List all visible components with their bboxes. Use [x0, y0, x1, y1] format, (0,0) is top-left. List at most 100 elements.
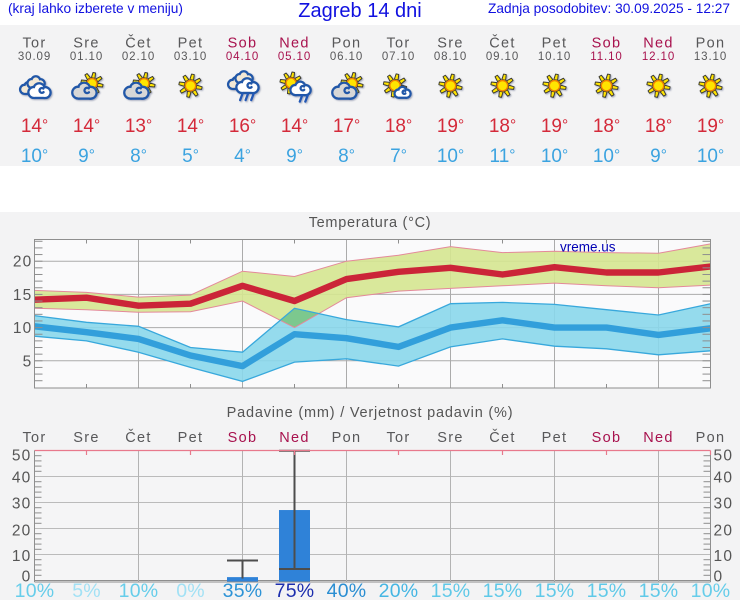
svg-text:7°: 7°	[390, 146, 407, 167]
svg-text:10°: 10°	[437, 146, 464, 167]
svg-text:Sob: Sob	[228, 36, 258, 52]
svg-text:04.10: 04.10	[226, 51, 259, 63]
svg-text:05.10: 05.10	[278, 51, 311, 63]
svg-text:30: 30	[12, 496, 32, 513]
svg-text:Pet: Pet	[542, 430, 568, 446]
svg-text:20: 20	[714, 523, 734, 540]
svg-text:Zagreb 14 dni: Zagreb 14 dni	[298, 0, 421, 22]
svg-text:11°: 11°	[490, 146, 516, 167]
svg-text:15%: 15%	[639, 580, 679, 600]
svg-text:18°: 18°	[385, 116, 412, 137]
svg-text:50: 50	[12, 448, 32, 465]
svg-text:Sre: Sre	[437, 430, 463, 446]
svg-text:14°: 14°	[21, 116, 48, 137]
svg-text:19°: 19°	[697, 116, 724, 137]
svg-text:20: 20	[12, 523, 32, 540]
svg-text:Ned: Ned	[643, 36, 674, 52]
svg-text:03.10: 03.10	[174, 51, 207, 63]
svg-text:Pon: Pon	[332, 36, 362, 52]
svg-text:11.10: 11.10	[590, 51, 622, 63]
svg-text:Tor: Tor	[386, 430, 410, 446]
svg-text:5%: 5%	[72, 580, 101, 600]
svg-text:Tor: Tor	[22, 430, 46, 446]
svg-text:Tor: Tor	[386, 36, 410, 52]
svg-text:50: 50	[714, 448, 734, 465]
svg-text:40%: 40%	[327, 580, 367, 600]
svg-text:14°: 14°	[73, 116, 100, 137]
svg-text:18°: 18°	[593, 116, 620, 137]
svg-text:10°: 10°	[697, 146, 724, 167]
svg-text:Temperatura (°C): Temperatura (°C)	[309, 215, 432, 231]
svg-text:10: 10	[12, 548, 32, 565]
svg-text:12.10: 12.10	[642, 51, 675, 63]
svg-text:4°: 4°	[234, 146, 251, 167]
svg-text:07.10: 07.10	[382, 51, 415, 63]
svg-text:8°: 8°	[338, 146, 355, 167]
svg-text:10: 10	[714, 548, 734, 565]
svg-text:06.10: 06.10	[330, 51, 363, 63]
svg-text:30.09: 30.09	[18, 51, 51, 63]
svg-text:19°: 19°	[541, 116, 568, 137]
svg-text:Sob: Sob	[592, 430, 622, 446]
svg-text:75%: 75%	[275, 580, 315, 600]
svg-text:Pet: Pet	[178, 430, 204, 446]
svg-text:Sre: Sre	[73, 36, 99, 52]
svg-text:01.10: 01.10	[70, 51, 103, 63]
svg-text:Zadnja posodobitev: 30.09.2025: Zadnja posodobitev: 30.09.2025 - 12:27	[488, 1, 730, 16]
svg-text:Čet: Čet	[125, 429, 151, 446]
svg-text:17°: 17°	[333, 116, 360, 137]
svg-text:18°: 18°	[489, 116, 516, 137]
svg-text:15%: 15%	[431, 580, 471, 600]
svg-text:40: 40	[714, 470, 734, 487]
svg-text:10°: 10°	[593, 146, 620, 167]
svg-text:02.10: 02.10	[122, 51, 155, 63]
svg-text:14°: 14°	[281, 116, 308, 137]
svg-text:10°: 10°	[541, 146, 568, 167]
svg-text:Čet: Čet	[125, 35, 151, 52]
svg-text:Sob: Sob	[228, 430, 258, 446]
svg-text:Pet: Pet	[542, 36, 568, 52]
svg-text:vreme.us: vreme.us	[560, 240, 616, 255]
svg-text:15: 15	[13, 287, 33, 304]
svg-text:Ned: Ned	[279, 36, 310, 52]
svg-text:9°: 9°	[650, 146, 667, 167]
svg-text:19°: 19°	[437, 116, 464, 137]
svg-text:Ned: Ned	[279, 430, 310, 446]
svg-text:9°: 9°	[78, 146, 95, 167]
svg-text:08.10: 08.10	[434, 51, 467, 63]
svg-text:(kraj lahko izberete v meniju): (kraj lahko izberete v meniju)	[8, 1, 183, 16]
svg-text:10°: 10°	[21, 146, 48, 167]
svg-text:14°: 14°	[177, 116, 204, 137]
svg-text:Pon: Pon	[696, 36, 726, 52]
svg-text:10.10: 10.10	[538, 51, 571, 63]
svg-text:5: 5	[23, 353, 33, 370]
svg-text:Pon: Pon	[696, 430, 726, 446]
svg-text:Pet: Pet	[178, 36, 204, 52]
svg-text:16°: 16°	[229, 116, 256, 137]
svg-text:30: 30	[714, 496, 734, 513]
svg-text:10%: 10%	[119, 580, 159, 600]
svg-text:13.10: 13.10	[694, 51, 727, 63]
svg-text:Sob: Sob	[592, 36, 622, 52]
svg-text:8°: 8°	[130, 146, 147, 167]
svg-text:9°: 9°	[286, 146, 303, 167]
svg-text:0: 0	[714, 569, 724, 586]
svg-text:15%: 15%	[535, 580, 575, 600]
svg-text:15%: 15%	[483, 580, 523, 600]
svg-text:Tor: Tor	[22, 36, 46, 52]
svg-text:Padavine (mm) / Verjetnost pad: Padavine (mm) / Verjetnost padavin (%)	[227, 405, 514, 421]
svg-text:0: 0	[22, 569, 32, 586]
svg-text:Čet: Čet	[489, 35, 515, 52]
svg-text:18°: 18°	[645, 116, 672, 137]
svg-text:Sre: Sre	[73, 430, 99, 446]
svg-text:10%: 10%	[15, 580, 55, 600]
svg-text:15%: 15%	[587, 580, 627, 600]
svg-text:10%: 10%	[691, 580, 731, 600]
svg-text:Sre: Sre	[437, 36, 463, 52]
svg-text:Ned: Ned	[643, 430, 674, 446]
svg-text:35%: 35%	[223, 580, 263, 600]
svg-text:40: 40	[12, 470, 32, 487]
svg-text:Čet: Čet	[489, 429, 515, 446]
svg-text:0%: 0%	[176, 580, 205, 600]
svg-text:10: 10	[13, 320, 33, 337]
